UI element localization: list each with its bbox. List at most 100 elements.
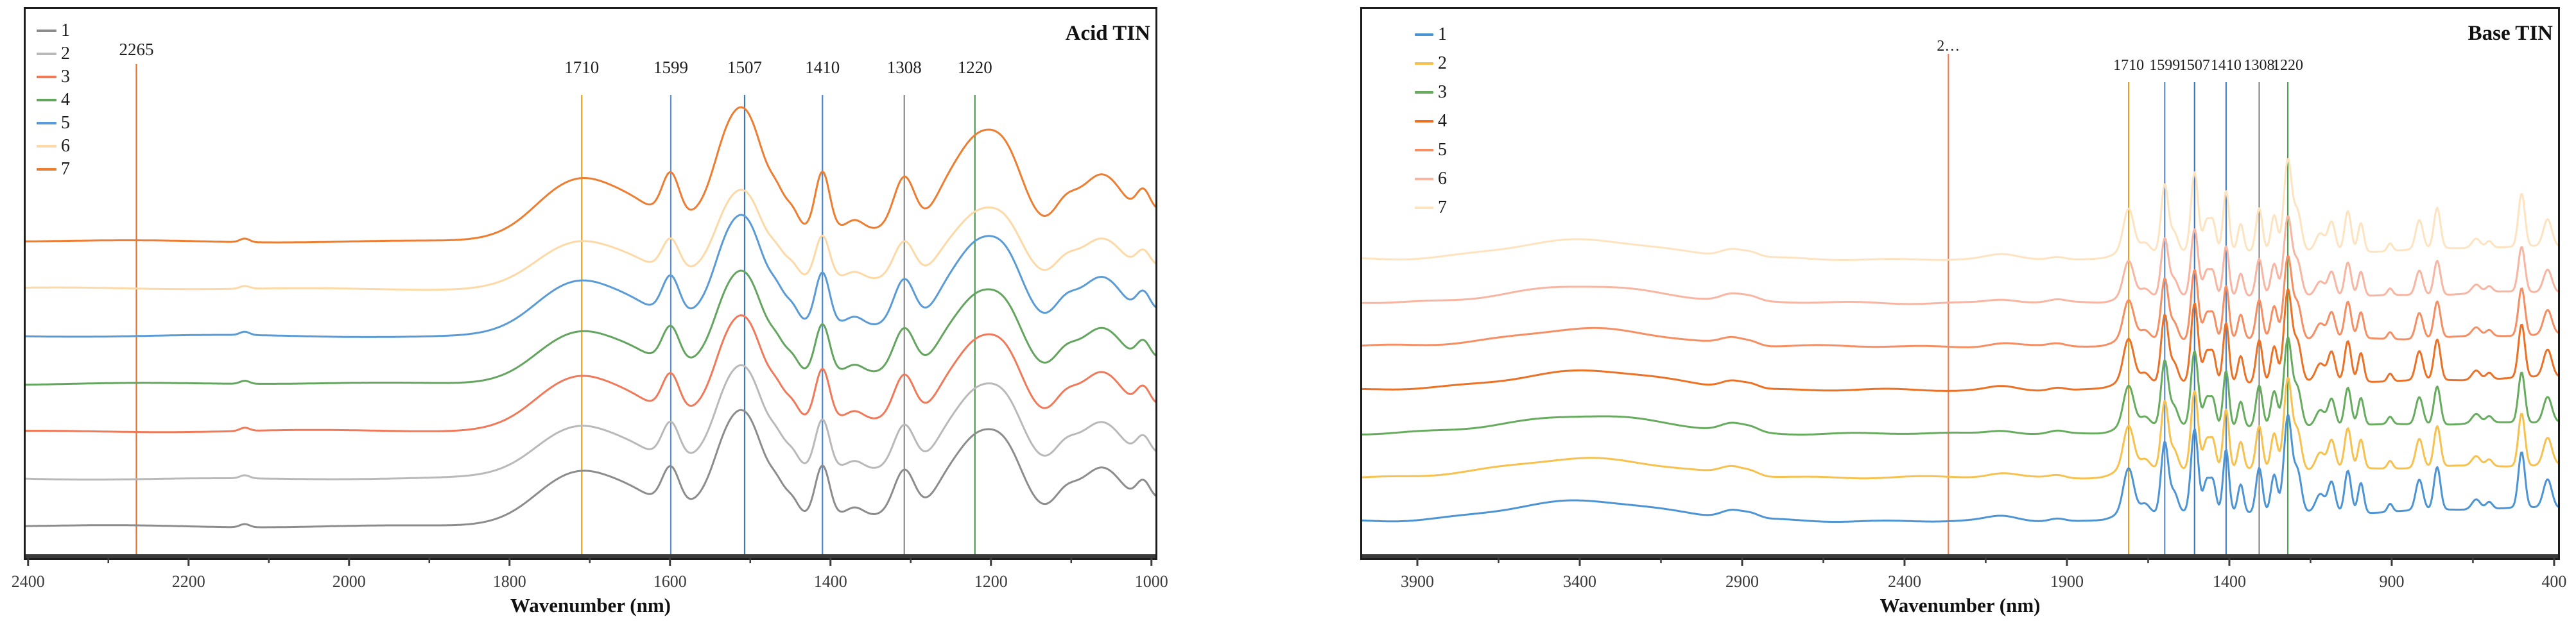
spectrum-curve-6	[26, 189, 1155, 291]
legend-label: 2	[61, 44, 70, 64]
x-axis-label: Wavenumber (nm)	[510, 594, 671, 616]
axis-line	[26, 554, 1155, 558]
legend-line-swatch	[37, 30, 56, 32]
marker-label-1710: 1710	[564, 58, 600, 77]
tick-label-3900: 3900	[1401, 572, 1435, 591]
legend-item-2: 2	[37, 42, 70, 65]
marker-label-1410: 1410	[805, 58, 840, 77]
legend-line-swatch	[1415, 206, 1433, 209]
panel-base-tin: Base TIN 1 2 3 4 5 6 7 Wavenumber (nm) 3900 340…	[1360, 7, 2566, 616]
legend-line-swatch	[37, 168, 56, 171]
legend-label: 7	[61, 159, 70, 179]
spectrum-curve-4	[1362, 288, 2558, 392]
legend-label: 1	[61, 21, 70, 40]
plot-area	[1362, 54, 2558, 566]
tick-label-1800: 1800	[492, 572, 526, 591]
spectrum-curve-7	[26, 106, 1155, 244]
marker-label-1308: 1308	[886, 58, 922, 77]
legend-item-4: 4	[37, 89, 70, 112]
x-axis	[26, 554, 1155, 566]
spectra	[1362, 157, 2558, 523]
legend-label: 2	[1438, 53, 1447, 73]
spectrum-curve-3	[1362, 337, 2558, 436]
legend-line-swatch	[1415, 62, 1433, 65]
legend-line-swatch	[1415, 148, 1433, 151]
spectrum-curve-6	[1362, 215, 2558, 305]
legend-line-swatch	[37, 122, 56, 124]
spectrum-curve-7	[1362, 157, 2558, 261]
legend-item-3: 3	[1415, 78, 1447, 106]
legend-label: 5	[61, 113, 70, 133]
marker-label-2…: 2…	[1937, 38, 1960, 55]
plot-area	[26, 64, 1155, 566]
tick-label-3400: 3400	[1563, 572, 1596, 591]
legend-label: 3	[61, 67, 70, 87]
legend: 1 2 3 4 5 6 7	[37, 19, 70, 181]
legend-line-swatch	[1415, 119, 1433, 123]
tick-label-900: 900	[2379, 572, 2405, 591]
legend-label: 5	[1438, 139, 1447, 160]
x-axis	[1362, 554, 2558, 566]
legend-line-swatch	[37, 53, 56, 55]
marker-label-1599: 1599	[2149, 57, 2181, 74]
spectra	[26, 106, 1155, 529]
marker-lines	[1948, 54, 2289, 558]
x-axis-label: Wavenumber (nm)	[1880, 594, 2041, 616]
legend-label: 7	[1438, 197, 1447, 217]
tick-label-1900: 1900	[2050, 572, 2084, 591]
tick-label-2200: 2200	[171, 572, 205, 591]
marker-label-1599: 1599	[653, 58, 688, 77]
legend-item-7: 7	[1415, 193, 1447, 222]
legend-label: 1	[1438, 24, 1447, 44]
legend-line-swatch	[1415, 33, 1433, 36]
tick-label-1400: 1400	[2212, 572, 2246, 591]
axis-line	[1362, 554, 2558, 558]
marker-label-1507: 1507	[2179, 57, 2210, 74]
marker-label-1410: 1410	[2210, 57, 2242, 74]
marker-label-1710: 1710	[2113, 57, 2145, 74]
spectrum-curve-1	[26, 409, 1155, 529]
legend-item-6: 6	[1415, 164, 1447, 193]
marker-label-1507: 1507	[727, 58, 762, 77]
legend-label: 6	[61, 136, 70, 156]
legend-label: 6	[1438, 168, 1447, 189]
legend-label: 4	[61, 90, 70, 110]
marker-label-2265: 2265	[119, 40, 154, 59]
tick-label-2900: 2900	[1725, 572, 1759, 591]
legend-label: 3	[1438, 81, 1447, 102]
legend-item-1: 1	[1415, 20, 1447, 49]
legend-item-3: 3	[37, 65, 70, 89]
spectrum-curve-3	[26, 314, 1155, 434]
legend-line-swatch	[1415, 177, 1433, 180]
legend-line-swatch	[37, 99, 56, 101]
spectrum-curve-5	[1362, 255, 2558, 348]
legend-item-2: 2	[1415, 49, 1447, 78]
legend-item-7: 7	[37, 158, 70, 181]
spectrum-curve-5	[26, 214, 1155, 338]
legend-label: 4	[1438, 110, 1447, 131]
tick-label-1000: 1000	[1134, 572, 1168, 591]
tick-label-1200: 1200	[974, 572, 1008, 591]
legend: 1 2 3 4 5 6 7	[1415, 20, 1447, 222]
tick-label-400: 400	[2541, 572, 2567, 591]
legend-item-1: 1	[37, 19, 70, 42]
tick-label-2400: 2400	[1887, 572, 1921, 591]
panel-acid-tin: Acid TIN 1 2 3 4 5 6 7 Wavenumber (nm) 2400 220…	[12, 7, 1168, 616]
legend-line-swatch	[37, 145, 56, 148]
marker-label-1220: 1220	[957, 58, 992, 77]
spectrum-curve-4	[26, 269, 1155, 386]
spectrum-curve-2	[26, 364, 1155, 481]
tick-label-2400: 2400	[11, 572, 45, 591]
legend-item-4: 4	[1415, 106, 1447, 135]
legend-item-6: 6	[37, 135, 70, 158]
marker-lines	[135, 64, 976, 558]
panel-title: Acid TIN	[1065, 22, 1150, 45]
panel-title: Base TIN	[2468, 22, 2553, 45]
tick-label-1400: 1400	[813, 572, 847, 591]
marker-label-1308: 1308	[2243, 57, 2275, 74]
tick-label-1600: 1600	[653, 572, 687, 591]
spectrum-curve-1	[1362, 414, 2558, 523]
legend-item-5: 5	[1415, 135, 1447, 164]
spectrum-curve-2	[1362, 377, 2558, 480]
